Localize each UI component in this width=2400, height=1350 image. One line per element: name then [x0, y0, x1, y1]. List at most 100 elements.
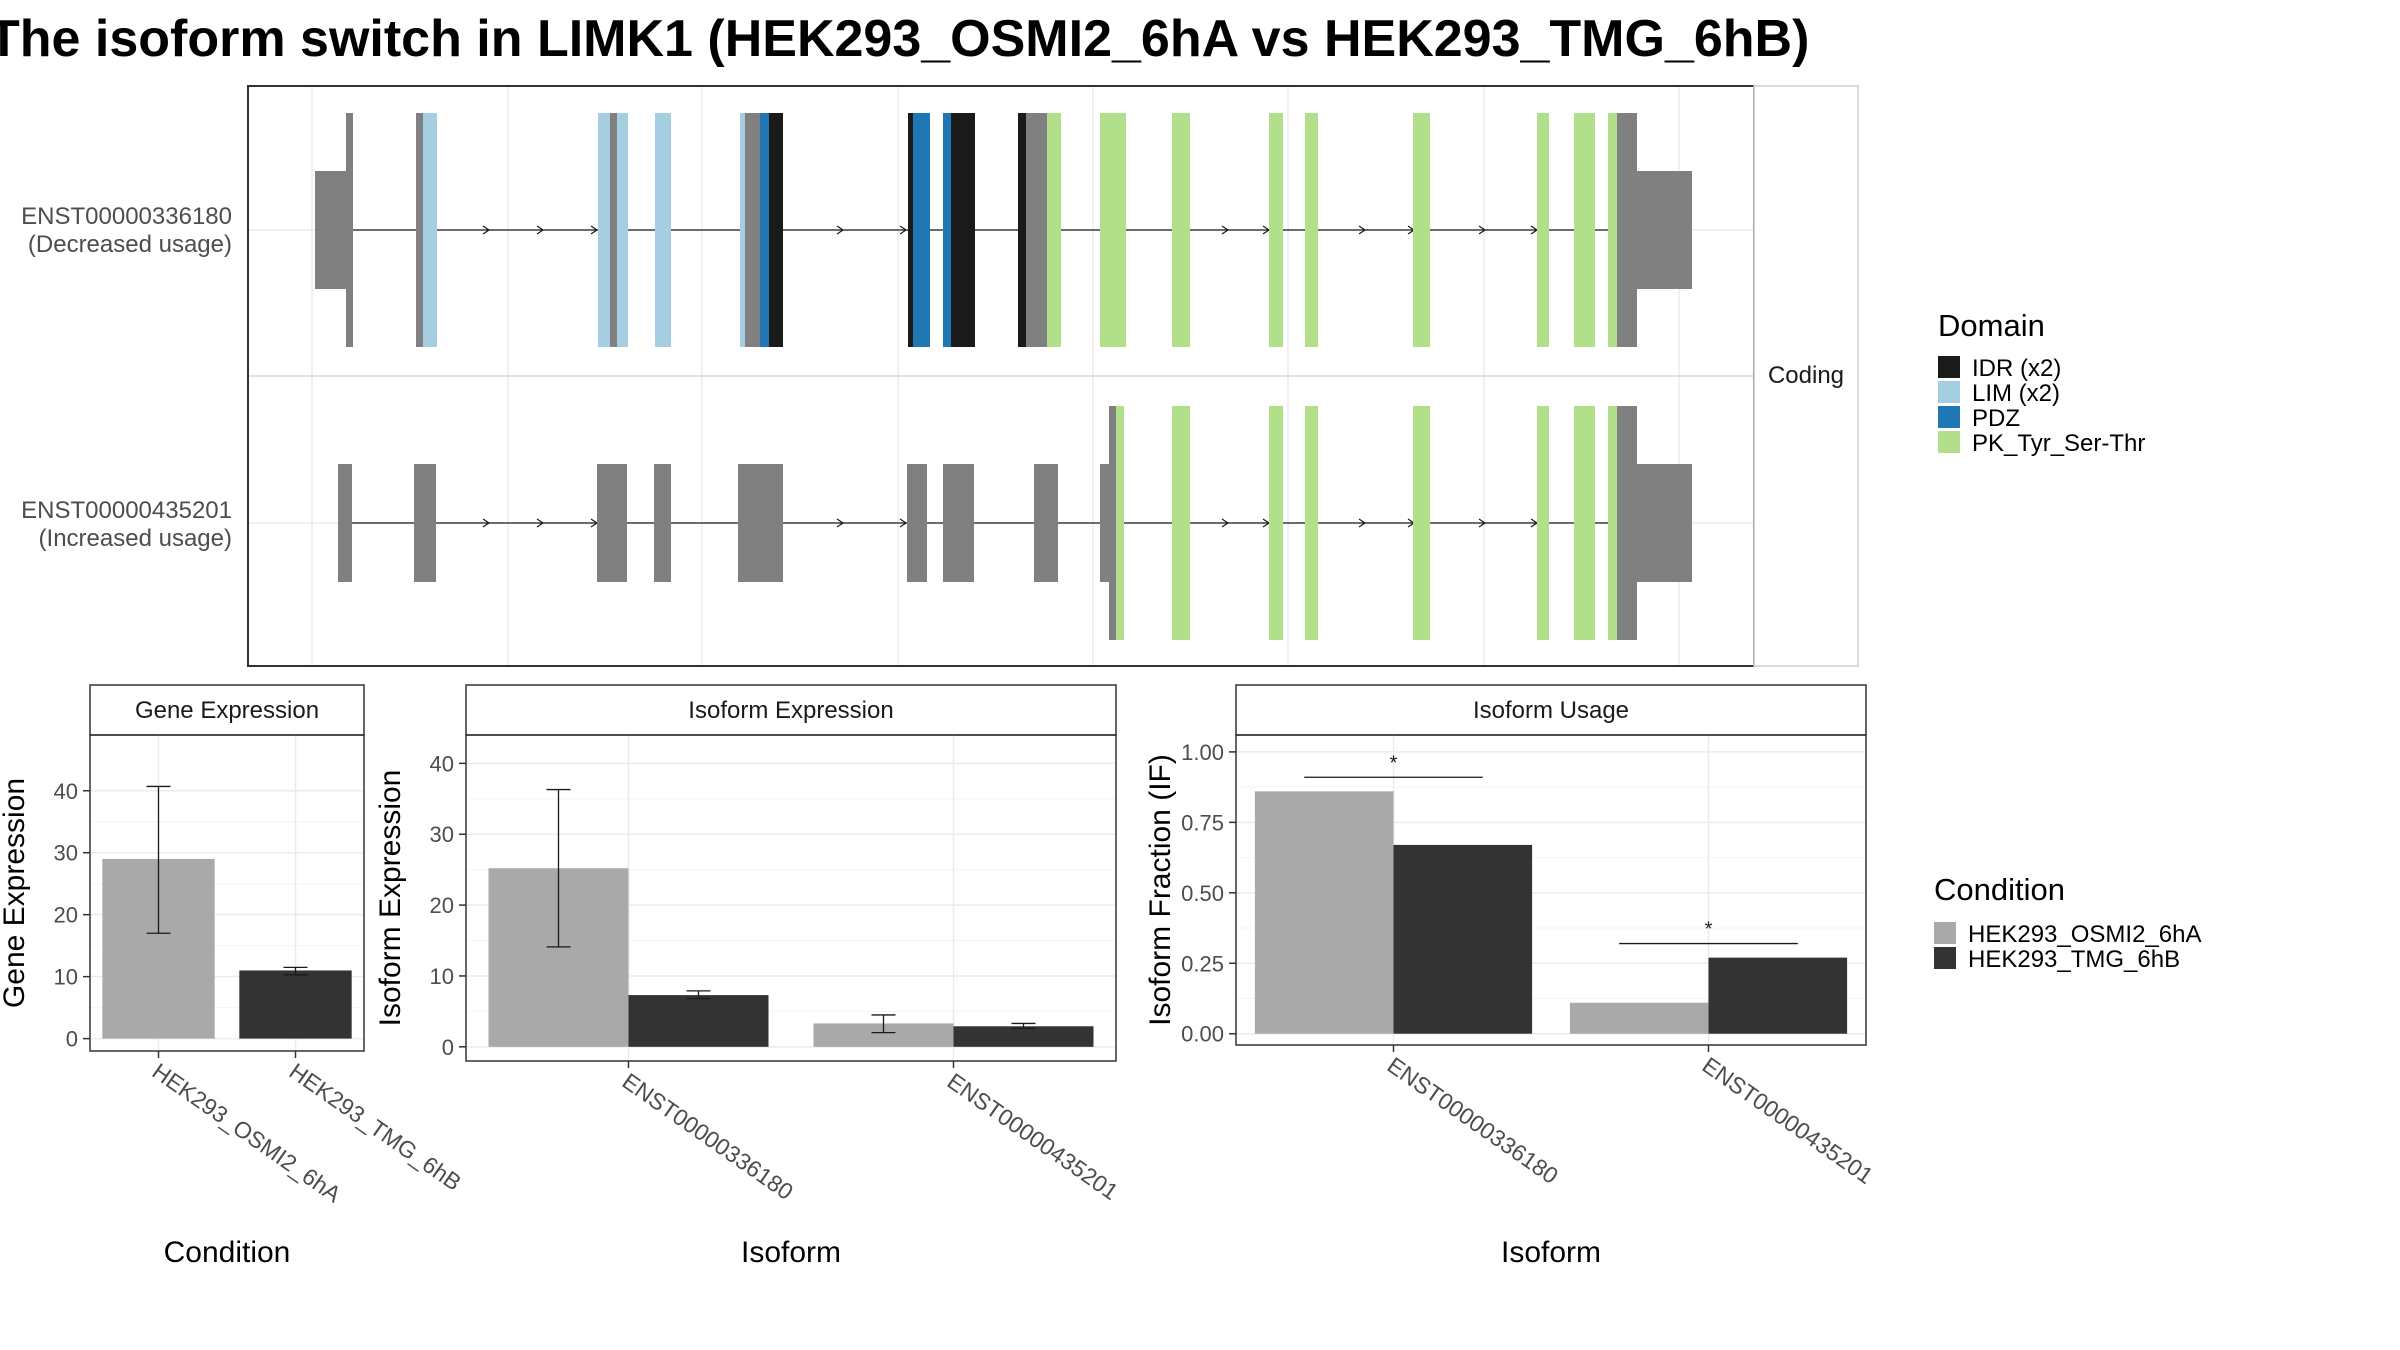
isoform-expression-bar	[953, 1026, 1094, 1047]
domain-block-pdz	[943, 113, 951, 347]
exon-block	[1637, 171, 1692, 289]
exon-block	[338, 464, 352, 582]
exon-block	[414, 464, 436, 582]
domain-block-pk	[1413, 113, 1430, 347]
isoform-expression-y-tick-label: 0	[442, 1035, 454, 1060]
domain-block-pk	[1574, 113, 1595, 347]
domain-block-pk	[1047, 113, 1061, 347]
strand-arrow	[536, 518, 545, 528]
strand-arrow	[1358, 518, 1367, 528]
domain-block-idr	[1018, 113, 1026, 347]
exon-block	[1617, 406, 1637, 640]
isoform-usage-x-tick-label: ENST00000336180	[1383, 1052, 1563, 1189]
domain-block-lim	[423, 113, 437, 347]
domain-block-pk	[1608, 113, 1617, 347]
isoform-usage-significance-star: *	[1705, 919, 1713, 941]
strand-arrow	[1478, 225, 1487, 235]
domain-block-lim	[655, 113, 671, 347]
domain-block-idr	[908, 113, 913, 347]
exon-block	[416, 113, 423, 347]
strand-arrow	[1221, 518, 1230, 528]
exon-block	[597, 464, 627, 582]
domain-block-pk	[1269, 406, 1283, 640]
isoform-expression-x-axis-title: Isoform	[741, 1236, 841, 1269]
isoform-2-id-label: ENST00000435201	[21, 497, 232, 524]
isoform-usage-y-axis-title: Isoform Fraction (IF)	[1144, 754, 1177, 1026]
strand-arrow	[836, 518, 845, 528]
isoform-expression-panel-border	[465, 734, 1117, 1062]
condition-legend-title: Condition	[1934, 872, 2065, 907]
figure-title: The isoform switch in LIMK1 (HEK293_OSMI…	[0, 10, 1809, 68]
strand-arrow	[1358, 225, 1367, 235]
domain-block-pdz	[913, 113, 930, 347]
gene-expression-y-tick-label: 20	[54, 903, 78, 928]
exon-block	[610, 113, 617, 347]
exon-block	[654, 464, 671, 582]
isoform-1-usage-label: (Decreased usage)	[28, 231, 232, 258]
strand-arrow	[1478, 518, 1487, 528]
gene-expression-strip-label: Gene Expression	[135, 697, 319, 724]
structure-panel: Coding ENST00000336180 (Decreased usage)…	[21, 85, 1859, 667]
isoform-expression-y-tick-label: 30	[430, 822, 454, 847]
domain-block-pk	[1537, 113, 1549, 347]
legend-label-lim: LIM (x2)	[1972, 380, 2060, 407]
domain-block-lim	[740, 113, 745, 347]
isoform-usage-strip-label: Isoform Usage	[1473, 697, 1629, 724]
strand-arrow	[536, 225, 545, 235]
domain-block-pk	[1172, 113, 1190, 347]
isoform-2-usage-label: (Increased usage)	[39, 525, 232, 552]
domain-block-pk	[1305, 113, 1318, 347]
domain-legend: Domain IDR (x2) LIM (x2) PDZ PK_Tyr_Ser-…	[1938, 308, 2145, 457]
strand-arrow	[899, 518, 908, 528]
isoform-usage-y-tick-label: 0.00	[1181, 1022, 1224, 1047]
strand-arrow	[482, 225, 491, 235]
legend-label-cond-a: HEK293_OSMI2_6hA	[1968, 921, 2201, 948]
domain-block-pk	[1172, 406, 1190, 640]
gene-expression-y-tick-label: 10	[54, 965, 78, 990]
transcript-track-2	[338, 406, 1692, 640]
strand-arrow	[836, 225, 845, 235]
exon-block	[346, 113, 353, 347]
coding-facet-strip	[1753, 85, 1859, 667]
transcript-track-1	[315, 113, 1692, 347]
gene-expression-x-axis-title: Condition	[164, 1236, 291, 1269]
isoform-usage-panel: Isoform Usage 0.00 0.25 0.50 0.75 1.00 * * ENST0…	[1144, 684, 1878, 1269]
isoform-usage-y-tick-label: 0.75	[1181, 810, 1224, 835]
exon-block	[1109, 406, 1116, 640]
domain-block-pdz	[760, 113, 769, 347]
domain-block-lim	[617, 113, 628, 347]
isoform-1-id-label: ENST00000336180	[21, 203, 232, 230]
exon-block	[745, 113, 760, 347]
gene-expression-y-tick-label: 0	[66, 1027, 78, 1052]
condition-legend: Condition HEK293_OSMI2_6hA HEK293_TMG_6h…	[1934, 872, 2201, 973]
isoform-expression-bar	[813, 1023, 954, 1047]
legend-label-cond-b: HEK293_TMG_6hB	[1968, 946, 2180, 973]
domain-block-pk	[1269, 113, 1283, 347]
domain-block-pk	[1116, 406, 1124, 640]
exon-block	[1637, 464, 1692, 582]
isoform-usage-y-tick-label: 0.50	[1181, 881, 1224, 906]
isoform-usage-x-axis-title: Isoform	[1501, 1236, 1601, 1269]
domain-block-pk	[1537, 406, 1549, 640]
legend-swatch-pdz	[1938, 406, 1960, 428]
isoform-usage-strip	[1235, 684, 1867, 736]
isoform-expression-strip-label: Isoform Expression	[688, 697, 893, 724]
isoform-usage-x-tick-label: ENST00000435201	[1698, 1052, 1878, 1189]
gene-expression-panel-border	[89, 734, 365, 1052]
gene-expression-strip	[89, 684, 365, 736]
isoform-expression-y-tick-label: 10	[430, 964, 454, 989]
exon-block	[943, 464, 974, 582]
isoform-expression-bar	[628, 995, 769, 1047]
isoform-usage-bar	[1708, 957, 1848, 1034]
isoform-expression-y-tick-label: 20	[430, 893, 454, 918]
isoform-expression-panel: Isoform Expression 0 10 20 30 40 ENST000003361…	[374, 684, 1123, 1269]
isoform-usage-panel-border	[1235, 734, 1867, 1046]
isoform-usage-bar	[1393, 844, 1533, 1034]
gene-expression-y-tick-label: 30	[54, 841, 78, 866]
legend-label-idr: IDR (x2)	[1972, 355, 2061, 382]
legend-swatch-idr	[1938, 356, 1960, 378]
isoform-usage-significance-star: *	[1390, 752, 1398, 774]
domain-block-pk	[1100, 113, 1126, 347]
exon-block	[1617, 113, 1637, 347]
